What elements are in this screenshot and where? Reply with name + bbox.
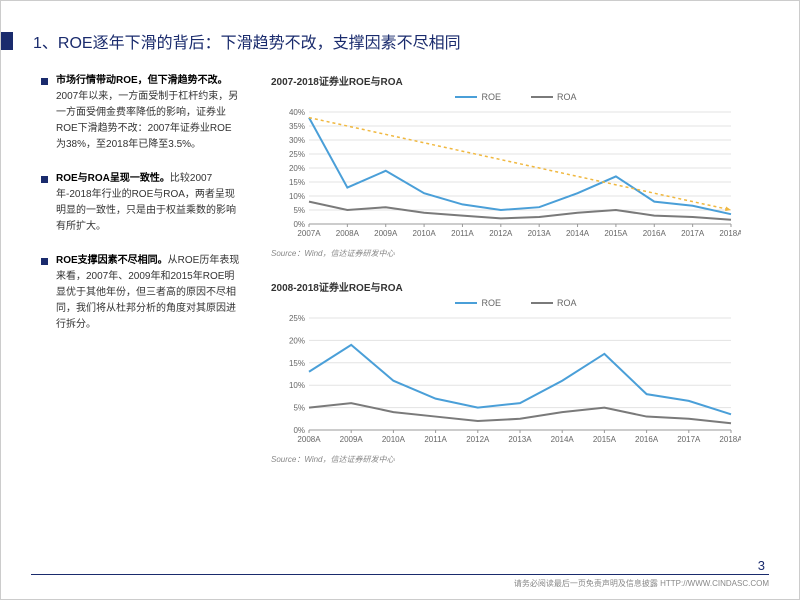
chart-2-block: 2008-2018证券业ROE与ROA ROE ROA 0% 5% 10% 15% 20%… (271, 279, 761, 465)
chart-2-svg: 0% 5% 10% 15% 20% 25% 2008A 2009A 2010A 2011A 2012… (271, 312, 741, 452)
right-column: 2007-2018证券业ROE与ROA ROE ROA 0% 5% 10% 15% 20%… (271, 73, 761, 485)
svg-text:2013A: 2013A (508, 435, 532, 444)
svg-text:2017A: 2017A (681, 229, 705, 238)
svg-text:0%: 0% (293, 220, 305, 229)
legend-line-icon (531, 96, 553, 98)
svg-text:2007A: 2007A (297, 229, 321, 238)
footer-text: 请务必阅读最后一页免责声明及信息披露 HTTP://WWW.CINDASC.CO… (514, 578, 769, 589)
chart-2-legend: ROE ROA (271, 298, 761, 308)
svg-text:2013A: 2013A (528, 229, 552, 238)
svg-text:2012A: 2012A (489, 229, 513, 238)
title-accent-block (1, 32, 13, 50)
svg-text:2011A: 2011A (424, 435, 447, 444)
svg-text:10%: 10% (289, 381, 305, 390)
legend-item: ROA (531, 298, 577, 308)
page-title: 1、ROE逐年下滑的背后：下滑趋势不改，支撑因素不尽相同 (33, 29, 461, 53)
svg-text:2010A: 2010A (382, 435, 406, 444)
chart-1-legend: ROE ROA (271, 92, 761, 102)
svg-text:2009A: 2009A (340, 435, 364, 444)
footer-divider (31, 574, 769, 575)
title-bar: 1、ROE逐年下滑的背后：下滑趋势不改，支撑因素不尽相同 (1, 29, 799, 53)
legend-label: ROA (557, 92, 577, 102)
svg-text:2008A: 2008A (297, 435, 321, 444)
svg-text:2011A: 2011A (451, 229, 474, 238)
svg-text:2014A: 2014A (551, 435, 575, 444)
svg-text:2010A: 2010A (413, 229, 437, 238)
svg-text:20%: 20% (289, 336, 305, 345)
bullet-square-icon (41, 258, 48, 265)
legend-item: ROA (531, 92, 577, 102)
svg-text:30%: 30% (289, 136, 305, 145)
legend-label: ROE (481, 92, 501, 102)
legend-item: ROE (455, 92, 501, 102)
chart-1-title: 2007-2018证券业ROE与ROA (271, 73, 761, 88)
svg-text:10%: 10% (289, 192, 305, 201)
svg-text:5%: 5% (293, 404, 305, 413)
legend-label: ROA (557, 298, 577, 308)
svg-text:0%: 0% (293, 426, 305, 435)
svg-text:2015A: 2015A (593, 435, 617, 444)
bullet-text: 市场行情带动ROE，但下滑趋势不改。2007年以来，一方面受制于杠杆约束，另一方… (56, 73, 241, 153)
bullet-text: ROE与ROA呈现一致性。比较2007年-2018年行业的ROE与ROA，两者呈… (56, 171, 241, 235)
legend-label: ROE (481, 298, 501, 308)
svg-text:2008A: 2008A (336, 229, 360, 238)
bullet-item: ROE与ROA呈现一致性。比较2007年-2018年行业的ROE与ROA，两者呈… (41, 171, 241, 235)
svg-text:2016A: 2016A (643, 229, 667, 238)
svg-text:25%: 25% (289, 314, 305, 323)
svg-text:5%: 5% (293, 206, 305, 215)
chart-2-title: 2008-2018证券业ROE与ROA (271, 279, 761, 294)
bullet-text: ROE支撑因素不尽相同。从ROE历年表现来看，2007年、2009年和2015年… (56, 253, 241, 333)
bullet-item: 市场行情带动ROE，但下滑趋势不改。2007年以来，一方面受制于杠杆约束，另一方… (41, 73, 241, 153)
svg-text:2018A: 2018A (719, 229, 741, 238)
chart-1-source: Source：Wind，信达证券研发中心 (271, 248, 761, 259)
chart-1-block: 2007-2018证券业ROE与ROA ROE ROA 0% 5% 10% 15% 20%… (271, 73, 761, 259)
bullet-item: ROE支撑因素不尽相同。从ROE历年表现来看，2007年、2009年和2015年… (41, 253, 241, 333)
svg-text:2014A: 2014A (566, 229, 590, 238)
chart-1-svg: 0% 5% 10% 15% 20% 25% 30% 35% 40% 2007A 2008A 2009A… (271, 106, 741, 246)
svg-text:35%: 35% (289, 122, 305, 131)
svg-text:2018A: 2018A (719, 435, 741, 444)
bullet-square-icon (41, 78, 48, 85)
svg-text:2016A: 2016A (635, 435, 659, 444)
svg-text:2009A: 2009A (374, 229, 398, 238)
legend-item: ROE (455, 298, 501, 308)
chart-2-source: Source：Wind，信达证券研发中心 (271, 454, 761, 465)
left-column: 市场行情带动ROE，但下滑趋势不改。2007年以来，一方面受制于杠杆约束，另一方… (41, 73, 241, 351)
svg-text:15%: 15% (289, 178, 305, 187)
svg-text:2012A: 2012A (466, 435, 490, 444)
legend-line-icon (455, 302, 477, 304)
svg-text:15%: 15% (289, 359, 305, 368)
svg-text:2017A: 2017A (677, 435, 701, 444)
legend-line-icon (455, 96, 477, 98)
svg-text:40%: 40% (289, 108, 305, 117)
svg-text:25%: 25% (289, 150, 305, 159)
page-number: 3 (758, 558, 765, 573)
svg-text:2015A: 2015A (604, 229, 628, 238)
svg-text:20%: 20% (289, 164, 305, 173)
bullet-square-icon (41, 176, 48, 183)
slide-page: 1、ROE逐年下滑的背后：下滑趋势不改，支撑因素不尽相同 市场行情带动ROE，但… (0, 0, 800, 600)
legend-line-icon (531, 302, 553, 304)
